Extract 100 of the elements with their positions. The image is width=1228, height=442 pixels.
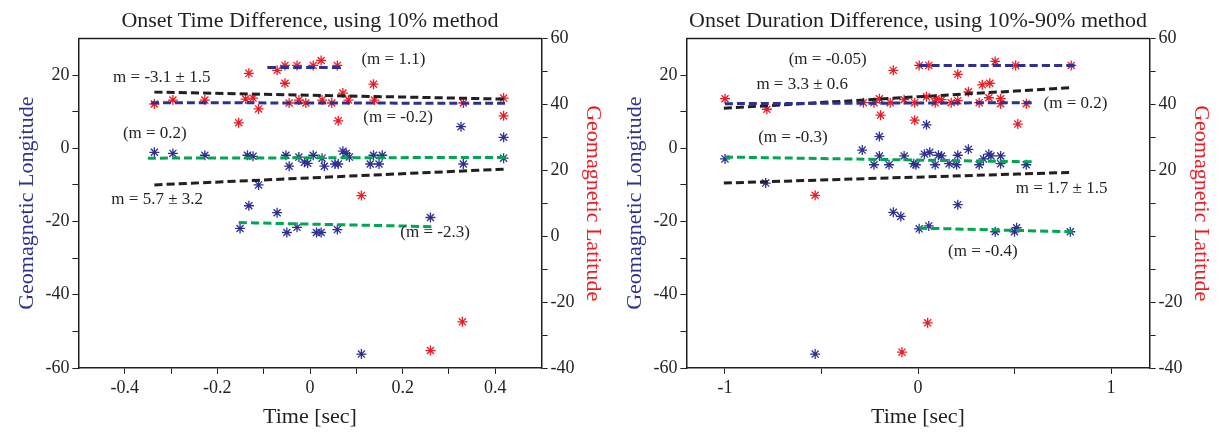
annotation: m = 1.7 ± 1.5	[1015, 178, 1108, 198]
point	[424, 344, 437, 357]
point	[887, 206, 899, 219]
annotation: (m = -0.05)	[788, 49, 867, 69]
x-tick-label: 0.4	[484, 376, 507, 397]
point	[241, 149, 254, 161]
point	[291, 59, 303, 72]
point	[1020, 159, 1032, 171]
annotation: (m = 1.1)	[361, 48, 426, 68]
point	[316, 94, 328, 106]
annotation: (m = -0.4)	[948, 240, 1018, 260]
point	[809, 348, 821, 360]
y2-tick-label: 40	[550, 93, 569, 114]
point	[909, 114, 921, 126]
point	[497, 131, 510, 143]
point	[874, 109, 887, 121]
y2-tick-label: 60	[550, 27, 569, 48]
point	[887, 64, 899, 77]
point	[456, 316, 469, 328]
point	[1010, 222, 1023, 234]
x-tick-label: -0.4	[110, 376, 139, 397]
point	[148, 146, 161, 158]
point	[994, 150, 1007, 162]
point	[952, 95, 964, 107]
point	[924, 146, 936, 158]
point	[913, 223, 925, 235]
point	[455, 121, 467, 133]
point	[367, 78, 380, 90]
point	[424, 211, 437, 224]
point	[952, 199, 964, 211]
point	[1065, 59, 1077, 72]
y-tick-label: 0	[60, 137, 70, 157]
point	[293, 151, 305, 163]
chart-title: Onset Duration Difference, using 10%-90% method	[689, 6, 1147, 32]
point	[307, 149, 319, 161]
y2-tick-label: 20	[550, 158, 569, 179]
point	[199, 94, 211, 106]
y2-tick-label: -20	[550, 290, 575, 311]
x-tick-label: -0.2	[203, 376, 232, 397]
point	[923, 220, 935, 232]
y-axis-title: Geomagnetic Longitude	[12, 96, 38, 310]
y-tick-label: -40	[45, 283, 70, 304]
annotation: (m = -2.3)	[400, 222, 470, 242]
point	[283, 160, 295, 172]
point	[1020, 98, 1032, 110]
point	[719, 153, 731, 165]
point	[856, 144, 868, 156]
y2-axis-title: Geomagnetic Latitude	[582, 105, 608, 302]
y2-tick-label: -40	[550, 356, 575, 377]
x-tick-label: -1	[717, 376, 733, 397]
annotation: (m = -0.2)	[363, 106, 433, 126]
chart-title: Onset Time Difference, using 10% method	[121, 6, 499, 32]
point	[342, 94, 355, 106]
point	[243, 67, 255, 79]
y-tick-label: -60	[653, 356, 678, 377]
point	[281, 226, 293, 239]
point	[367, 149, 380, 161]
point	[243, 200, 255, 212]
point	[883, 159, 895, 171]
annotation: (m = 0.2)	[122, 123, 187, 143]
y2-tick-label: -20	[1158, 290, 1183, 311]
x-tick-label: 0	[305, 376, 315, 397]
annotation: (m = -0.3)	[758, 126, 828, 146]
point	[950, 159, 963, 171]
y2-tick-label: 60	[1158, 27, 1177, 48]
point	[280, 149, 292, 161]
annotation: (m = 0.2)	[1043, 93, 1108, 113]
point	[962, 143, 975, 156]
y-tick-label: 20	[659, 63, 678, 84]
point	[896, 346, 908, 358]
point	[719, 93, 731, 105]
x-tick-label: 0	[913, 376, 923, 397]
y-tick-label: -40	[653, 283, 678, 304]
point	[994, 158, 1007, 170]
y-tick-label: 20	[51, 63, 70, 84]
point	[199, 149, 211, 161]
y-tick-label: -20	[653, 210, 678, 231]
point	[989, 226, 1001, 238]
point	[973, 159, 985, 171]
point	[315, 54, 327, 67]
point	[943, 158, 955, 170]
point	[976, 79, 988, 91]
y2-tick-label: -40	[1158, 356, 1183, 377]
point	[868, 159, 880, 171]
point	[920, 119, 933, 131]
point	[898, 150, 910, 162]
point	[167, 94, 179, 106]
point	[873, 130, 886, 143]
point	[332, 115, 344, 127]
point	[929, 159, 941, 171]
point	[952, 68, 964, 80]
x-axis-title: Time [sec]	[871, 402, 965, 428]
point	[364, 158, 376, 170]
annotation: m = 5.7 ± 3.2	[111, 189, 203, 209]
point	[318, 160, 331, 172]
y2-axis-title: Geomagnetic Latitude	[1190, 105, 1216, 302]
point	[922, 317, 934, 329]
y-tick-label: -20	[45, 210, 70, 231]
point	[898, 94, 910, 106]
point	[984, 77, 996, 89]
